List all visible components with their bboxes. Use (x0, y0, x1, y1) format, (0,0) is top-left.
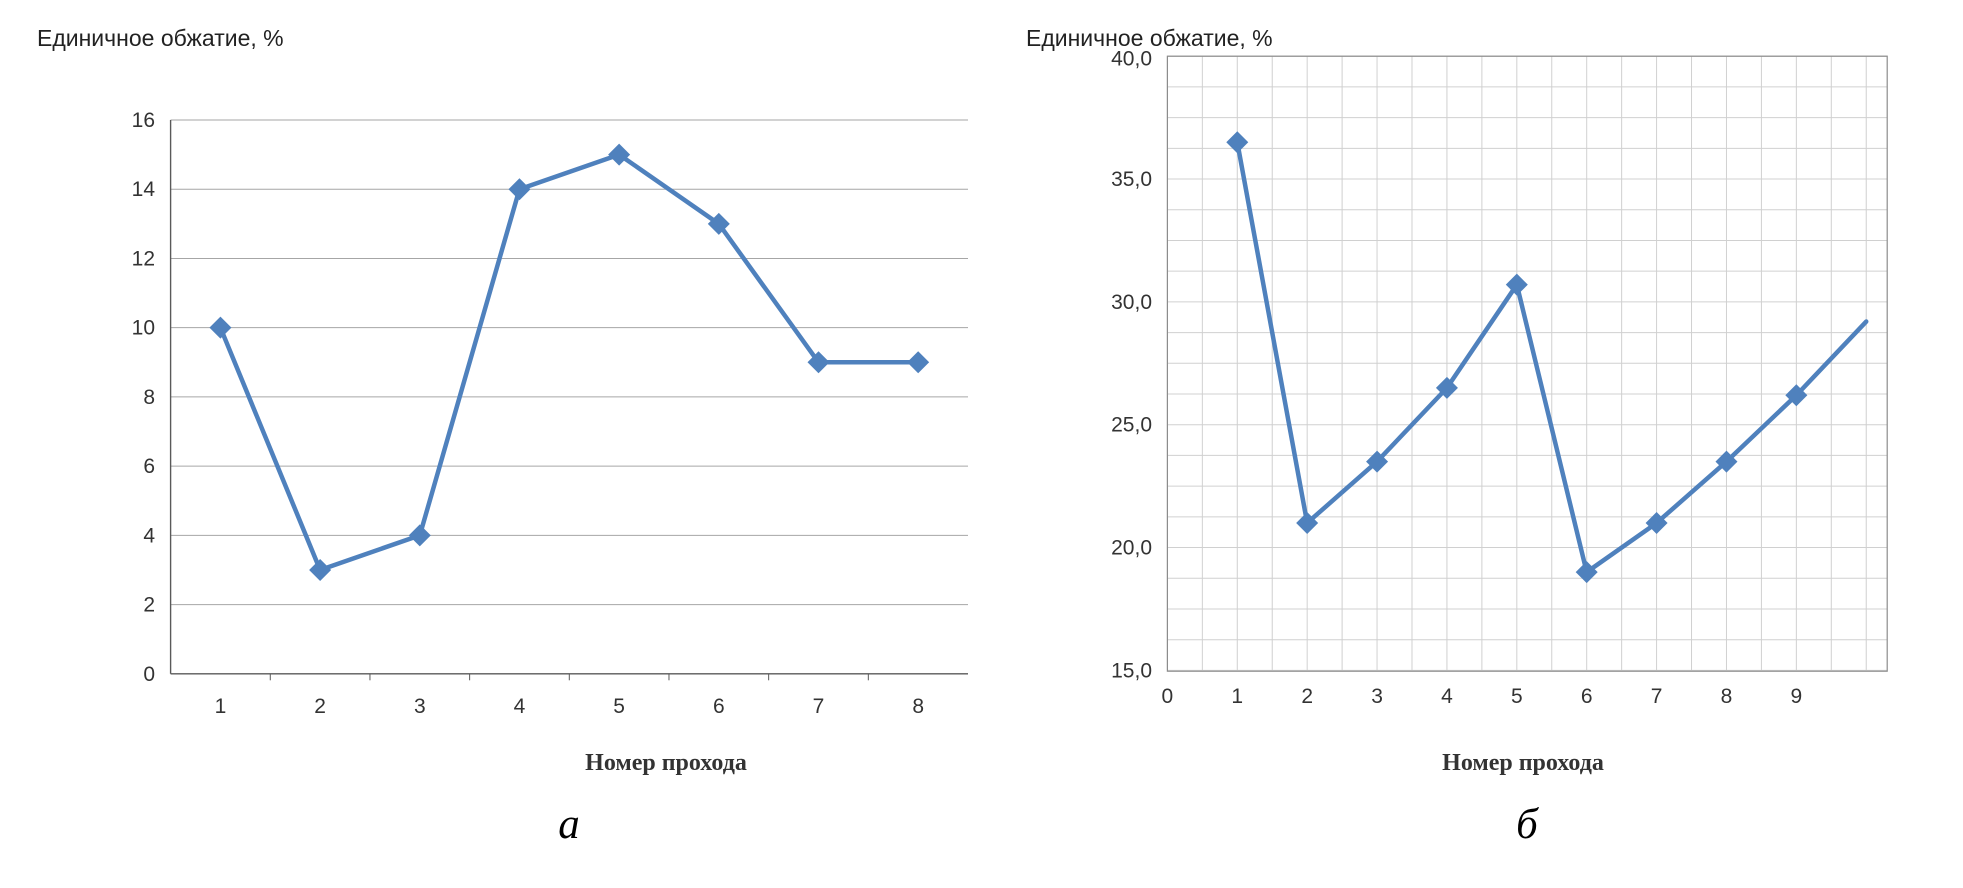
svg-text:0: 0 (1162, 685, 1174, 708)
svg-text:4: 4 (1441, 685, 1453, 708)
svg-text:7: 7 (1651, 685, 1663, 708)
svg-text:1: 1 (1231, 685, 1243, 708)
svg-text:2: 2 (1301, 685, 1313, 708)
svg-text:6: 6 (1581, 685, 1593, 708)
svg-text:30,0: 30,0 (1111, 291, 1152, 314)
svg-text:3: 3 (1371, 685, 1383, 708)
svg-text:9: 9 (1791, 685, 1803, 708)
svg-text:15,0: 15,0 (1111, 659, 1152, 682)
svg-text:20,0: 20,0 (1111, 537, 1152, 560)
svg-text:25,0: 25,0 (1111, 414, 1152, 437)
svg-text:8: 8 (1721, 685, 1733, 708)
svg-text:5: 5 (1511, 685, 1523, 708)
svg-text:35,0: 35,0 (1111, 168, 1152, 191)
